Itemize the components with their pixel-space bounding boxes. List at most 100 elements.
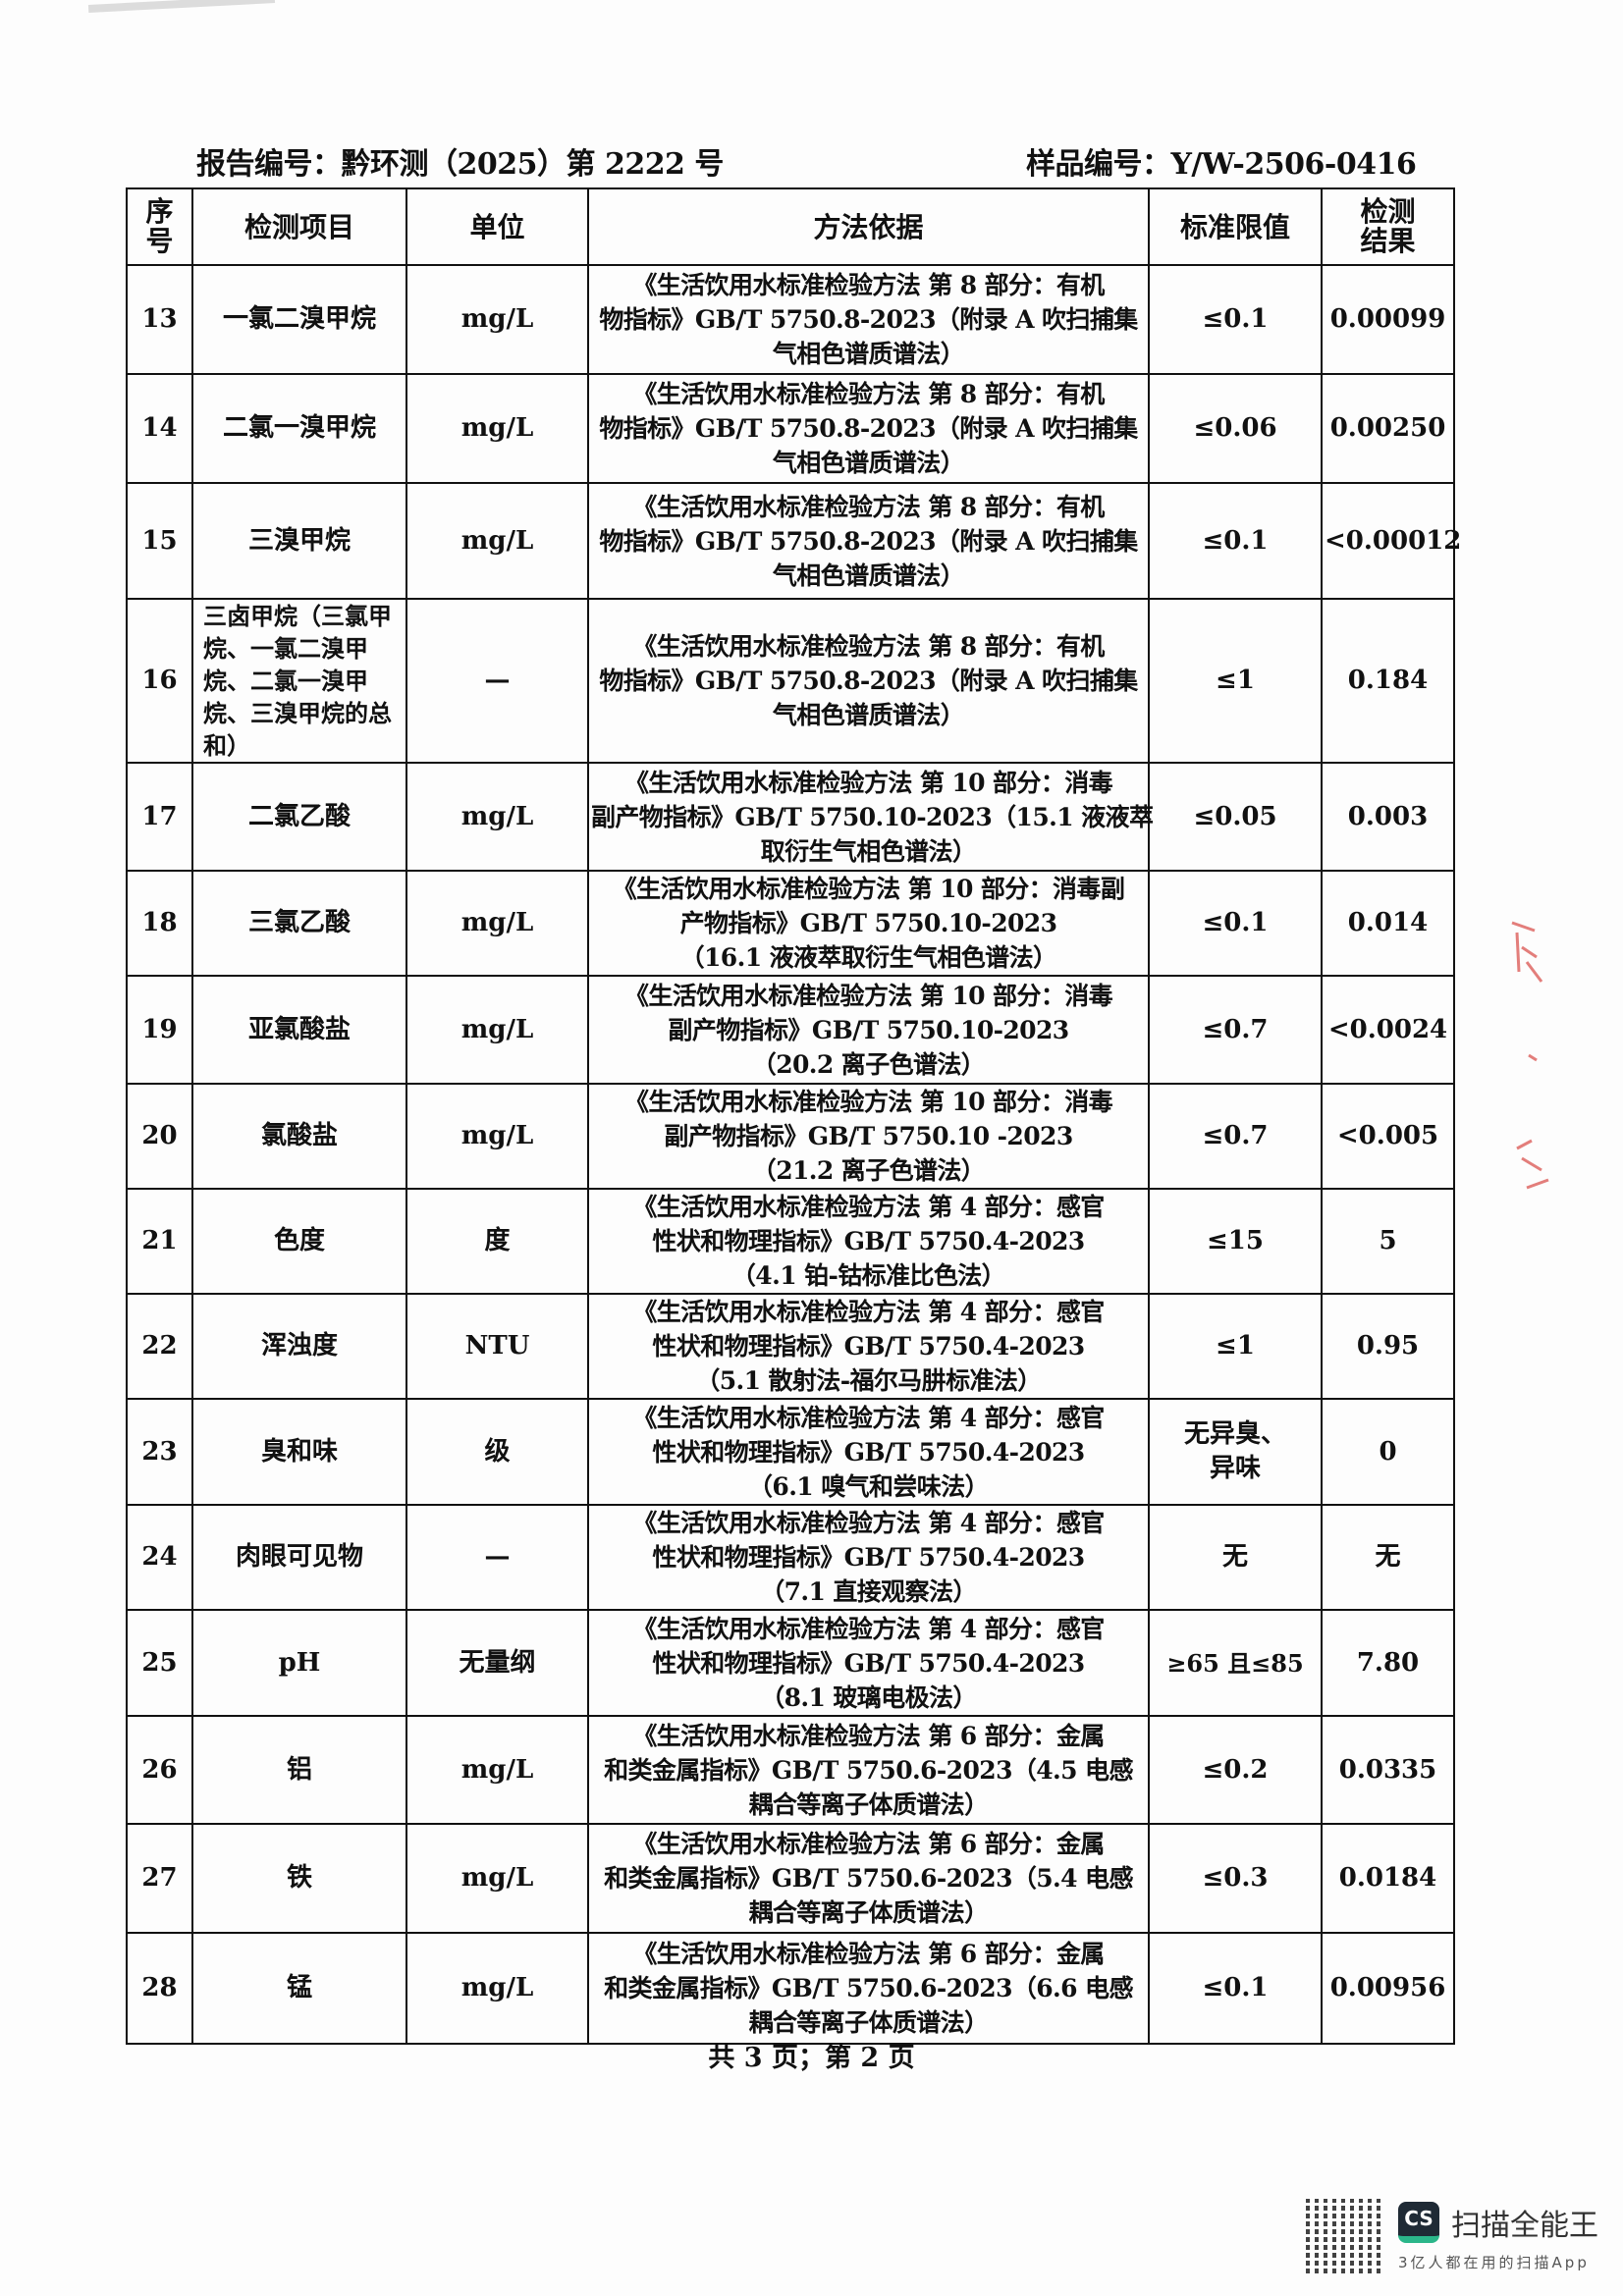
test-result: 0 — [1321, 1398, 1455, 1506]
camscanner-logo-icon: CS — [1398, 2201, 1439, 2243]
test-result: 0.00250 — [1321, 373, 1455, 484]
method-line: 《生活饮用水标准检验方法 第 10 部分：消毒 — [623, 768, 1113, 797]
test-result: 无 — [1321, 1504, 1455, 1611]
table-row: 28 锰 mg/L 《生活饮用水标准检验方法 第 6 部分：金属 和类金属指标》GB/T… — [126, 1932, 1455, 2045]
test-result: 0.184 — [1321, 598, 1455, 764]
method-line: 《生活饮用水标准检验方法 第 10 部分：消毒 — [623, 981, 1113, 1010]
row-number: 28 — [126, 1932, 193, 2045]
method-line: 性状和物理指标》GB/T 5750.4-2023 — [652, 1332, 1085, 1361]
stamp-mark — [1511, 921, 1549, 1190]
test-item: 二氯一溴甲烷 — [191, 373, 407, 484]
method-line: （16.1 液液萃取衍生气相色谱法） — [679, 943, 1057, 972]
method-line: （7.1 直接观察法） — [760, 1577, 977, 1606]
row-number: 23 — [126, 1398, 193, 1506]
test-result: 5 — [1321, 1188, 1455, 1295]
method-line: 《生活饮用水标准检验方法 第 6 部分：金属 — [632, 1830, 1105, 1858]
test-item: 一氯二溴甲烷 — [191, 264, 407, 375]
test-item: 三氯乙酸 — [191, 870, 407, 977]
standard-limit: 无异臭、异味 — [1148, 1398, 1323, 1506]
method-line: 耦合等离子体质谱法） — [748, 2008, 989, 2037]
row-number: 26 — [126, 1715, 193, 1825]
table-row: 26 铝 mg/L 《生活饮用水标准检验方法 第 6 部分：金属 和类金属指标》GB/T… — [126, 1715, 1455, 1825]
table-header-row: 序号 检测项目 单位 方法依据 标准限值 检测结果 — [126, 187, 1455, 266]
method-basis: 《生活饮用水标准检验方法 第 6 部分：金属 和类金属指标》GB/T 5750.6… — [587, 1823, 1150, 1934]
method-line: 性状和物理指标》GB/T 5750.4-2023 — [652, 1227, 1085, 1255]
row-number: 14 — [126, 373, 193, 484]
table-row: 16 三卤甲烷（三氯甲烷、一氯二溴甲烷、二氯一溴甲烷、三溴甲烷的总和） — 《生活饮用… — [126, 598, 1455, 764]
table-row: 17 二氯乙酸 mg/L 《生活饮用水标准检验方法 第 10 部分：消毒 副产物指标》G… — [126, 762, 1455, 872]
unit: mg/L — [406, 1083, 589, 1190]
method-basis: 《生活饮用水标准检验方法 第 4 部分：感官 性状和物理指标》GB/T 5750.… — [587, 1188, 1150, 1295]
test-result: 0.00099 — [1321, 264, 1455, 375]
method-line: 副产物指标》GB/T 5750.10 -2023 — [664, 1122, 1073, 1150]
unit: mg/L — [406, 373, 589, 484]
method-line: 副产物指标》GB/T 5750.10-2023 — [668, 1015, 1069, 1044]
standard-limit: ≤1 — [1148, 1293, 1323, 1400]
row-number: 13 — [126, 264, 193, 375]
test-result: 0.95 — [1321, 1293, 1455, 1400]
method-line: 《生活饮用水标准检验方法 第 6 部分：金属 — [632, 1940, 1105, 1968]
unit: — — [406, 598, 589, 764]
table-row: 24 肉眼可见物 — 《生活饮用水标准检验方法 第 4 部分：感官 性状和物理指标》GB… — [126, 1504, 1455, 1611]
col-item: 检测项目 — [191, 187, 407, 266]
row-number: 20 — [126, 1083, 193, 1190]
test-item: 三卤甲烷（三氯甲烷、一氯二溴甲烷、二氯一溴甲烷、三溴甲烷的总和） — [191, 598, 407, 764]
table-row: 20 氯酸盐 mg/L 《生活饮用水标准检验方法 第 10 部分：消毒 副产物指标》GB… — [126, 1083, 1455, 1190]
method-line: 《生活饮用水标准检验方法 第 10 部分：消毒副 — [612, 875, 1125, 903]
method-line: 耦合等离子体质谱法） — [748, 1898, 989, 1927]
standard-limit: ≤0.1 — [1148, 870, 1323, 977]
method-line: 《生活饮用水标准检验方法 第 4 部分：感官 — [632, 1614, 1105, 1643]
test-item: 二氯乙酸 — [191, 762, 407, 872]
test-result: 7.80 — [1321, 1609, 1455, 1717]
method-line: 《生活饮用水标准检验方法 第 8 部分：有机 — [632, 271, 1105, 299]
method-basis: 《生活饮用水标准检验方法 第 6 部分：金属 和类金属指标》GB/T 5750.6… — [587, 1715, 1150, 1825]
table-row: 13 一氯二溴甲烷 mg/L 《生活饮用水标准检验方法 第 8 部分：有机 物指标》GB… — [126, 264, 1455, 375]
test-result: <0.0024 — [1321, 975, 1455, 1085]
standard-limit: ≤1 — [1148, 598, 1323, 764]
test-item: pH — [191, 1609, 407, 1717]
method-basis: 《生活饮用水标准检验方法 第 6 部分：金属 和类金属指标》GB/T 5750.6… — [587, 1932, 1150, 2045]
unit: mg/L — [406, 870, 589, 977]
method-line: （21.2 离子色谱法） — [751, 1156, 986, 1185]
unit: 级 — [406, 1398, 589, 1506]
table-row: 23 臭和味级《生活饮用水标准检验方法 第 4 部分：感官 性状和物理指标》GB/T… — [126, 1398, 1455, 1506]
method-basis: 《生活饮用水标准检验方法 第 8 部分：有机 物指标》GB/T 5750.8-20… — [587, 264, 1150, 375]
unit: mg/L — [406, 975, 589, 1085]
method-line: 气相色谱质谱法） — [772, 701, 965, 729]
method-line: 性状和物理指标》GB/T 5750.4-2023 — [652, 1437, 1085, 1467]
row-number: 18 — [126, 870, 193, 977]
camscanner-watermark: CS 扫描全能王 3亿人都在用的扫描App — [1306, 2199, 1598, 2273]
col-no: 序号 — [126, 187, 193, 266]
unit: mg/L — [406, 482, 589, 600]
unit: NTU — [406, 1293, 589, 1400]
col-method: 方法依据 — [587, 187, 1150, 266]
method-basis: 《生活饮用水标准检验方法 第 10 部分：消毒副产物指标》GB/T 5750.1… — [587, 870, 1150, 977]
test-item: 臭和味 — [191, 1398, 407, 1506]
method-line: 《生活饮用水标准检验方法 第 8 部分：有机 — [632, 492, 1105, 521]
standard-limit: ≤0.1 — [1148, 1932, 1323, 2045]
method-basis: 《生活饮用水标准检验方法 第 4 部分：感官 性状和物理指标》GB/T 5750.… — [587, 1293, 1150, 1400]
row-number: 22 — [126, 1293, 193, 1400]
method-line: 《生活饮用水标准检验方法 第 8 部分：有机 — [632, 632, 1105, 661]
method-line: 物指标》GB/T 5750.8-2023（附录 A 吹扫捕集 — [599, 414, 1138, 443]
unit: mg/L — [406, 1823, 589, 1934]
sample-number: 样品编号：Y/W-2506-0416 — [1026, 147, 1417, 182]
method-basis: 《生活饮用水标准检验方法 第 10 部分：消毒副产物指标》GB/T 5750.1… — [587, 1083, 1150, 1190]
test-result: <0.00012 — [1321, 482, 1461, 600]
table-row: 25 pH 无量纲 《生活饮用水标准检验方法 第 4 部分：感官 性状和物理指标》GB/… — [126, 1609, 1455, 1717]
method-line: 和类金属指标》GB/T 5750.6-2023（4.5 电感 — [604, 1755, 1133, 1785]
results-table: 序号 检测项目 单位 方法依据 标准限值 检测结果 13 一氯二溴甲烷 mg/L 《生… — [126, 187, 1461, 2045]
unit: mg/L — [406, 264, 589, 375]
method-basis: 《生活饮用水标准检验方法 第 8 部分：有机 物指标》GB/T 5750.8-20… — [587, 598, 1150, 764]
unit: mg/L — [406, 1715, 589, 1825]
test-item: 色度 — [191, 1188, 407, 1295]
method-line: 物指标》GB/T 5750.8-2023（附录 A 吹扫捕集 — [599, 526, 1138, 556]
test-result: 0.0335 — [1321, 1715, 1455, 1825]
method-basis: 《生活饮用水标准检验方法 第 8 部分：有机 物指标》GB/T 5750.8-20… — [587, 373, 1150, 484]
method-line: 气相色谱质谱法） — [772, 449, 965, 477]
method-basis: 《生活饮用水标准检验方法 第 4 部分：感官 性状和物理指标》GB/T 5750.… — [587, 1504, 1150, 1611]
brand-slogan: 3亿人都在用的扫描App — [1398, 2253, 1590, 2271]
test-item: 锰 — [191, 1932, 407, 2045]
test-item: 三溴甲烷 — [191, 482, 407, 600]
method-line: 和类金属指标》GB/T 5750.6-2023（5.4 电感 — [604, 1864, 1133, 1893]
